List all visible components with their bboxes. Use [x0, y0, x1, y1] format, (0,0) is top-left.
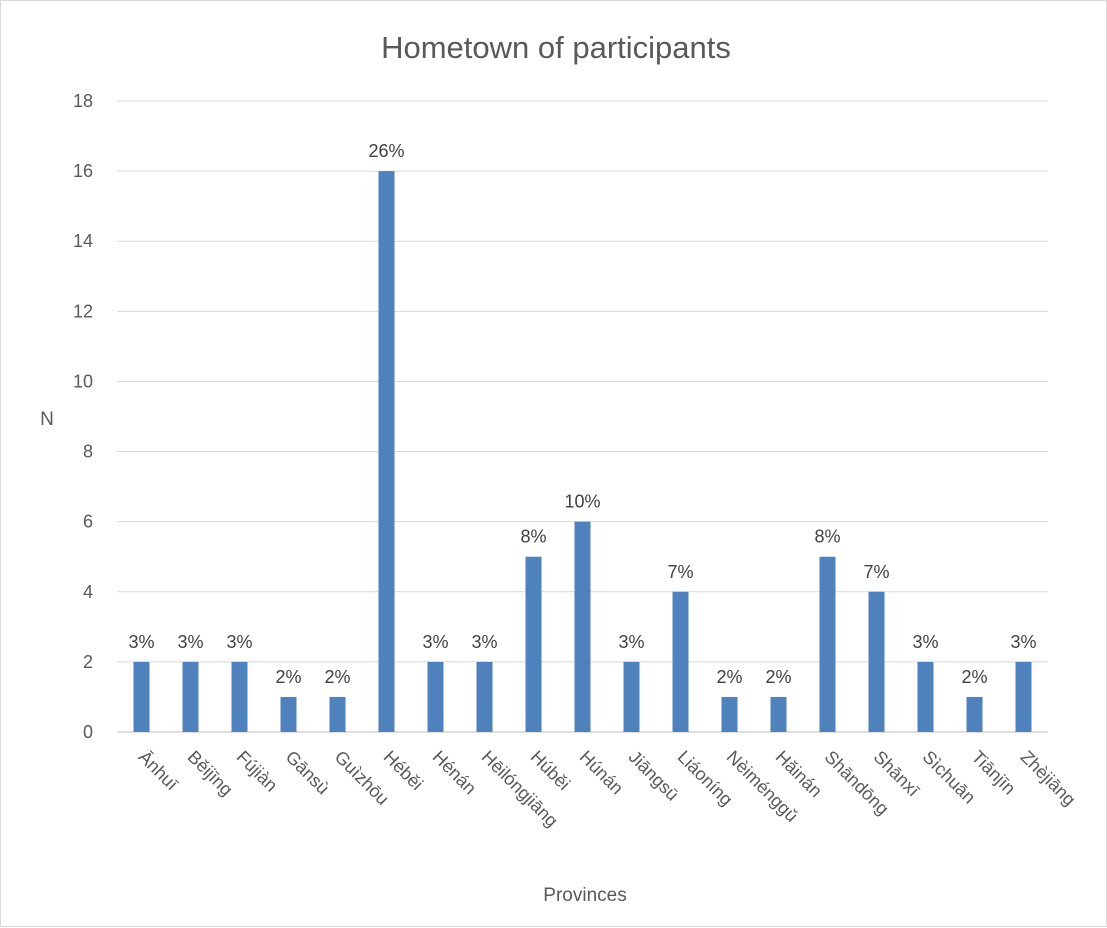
- data-label: 3%: [422, 632, 448, 652]
- gridlines: [117, 100, 1048, 733]
- bar: [231, 661, 248, 732]
- y-tick-label: 6: [83, 512, 93, 532]
- bar: [329, 696, 346, 732]
- bar: [280, 696, 297, 732]
- data-label: 7%: [667, 562, 693, 582]
- x-axis-title: Provinces: [543, 885, 626, 906]
- bar: [182, 661, 199, 732]
- y-tick-label: 8: [83, 442, 93, 462]
- y-tick-label: 12: [73, 301, 93, 321]
- bar: [770, 696, 787, 732]
- x-tick-label: Sìchuān: [919, 747, 980, 808]
- x-tick-label: Ānhuī: [135, 747, 182, 794]
- y-tick-label: 0: [83, 722, 93, 742]
- bar: [427, 661, 444, 732]
- data-label: 26%: [368, 141, 404, 161]
- x-tick-label: Běijīng: [184, 747, 237, 800]
- data-label: 8%: [814, 527, 840, 547]
- data-label: 3%: [177, 632, 203, 652]
- data-label: 3%: [912, 632, 938, 652]
- bar: [525, 556, 542, 732]
- data-label: 3%: [128, 632, 154, 652]
- x-tick-label: Hénán: [429, 747, 481, 799]
- data-label: 2%: [275, 667, 301, 687]
- y-tick-label: 2: [83, 652, 93, 672]
- data-label: 2%: [765, 667, 791, 687]
- bar: [966, 696, 983, 732]
- y-axis-title: N: [40, 409, 54, 430]
- y-tick-label: 10: [73, 371, 93, 391]
- bar: [133, 661, 150, 732]
- bar: [623, 661, 640, 732]
- x-tick-label: Húběi: [527, 747, 574, 794]
- data-label: 8%: [520, 527, 546, 547]
- x-tick-label: Héběi: [380, 747, 427, 794]
- y-tick-label: 14: [73, 231, 93, 251]
- data-label: 3%: [1010, 632, 1036, 652]
- y-axis-ticks: 0 2 4 6 8 10 12 14 16 18: [73, 91, 93, 742]
- bar: [1015, 661, 1032, 732]
- data-label: 2%: [324, 667, 350, 687]
- bar: [378, 171, 395, 733]
- data-label: 3%: [618, 632, 644, 652]
- data-label: 3%: [471, 632, 497, 652]
- x-tick-label: Zhèjiāng: [1017, 747, 1080, 810]
- data-label: 2%: [961, 667, 987, 687]
- bar: [574, 521, 591, 732]
- y-tick-label: 18: [73, 91, 93, 111]
- data-label: 7%: [863, 562, 889, 582]
- data-label: 3%: [226, 632, 252, 652]
- bars: [133, 171, 1032, 733]
- bar: [917, 661, 934, 732]
- x-tick-label: Gānsù: [282, 747, 334, 799]
- bar: [672, 591, 689, 732]
- y-tick-label: 16: [73, 161, 93, 181]
- bar: [868, 591, 885, 732]
- y-tick-label: 4: [83, 582, 93, 602]
- bar: [819, 556, 836, 732]
- bar: [721, 696, 738, 732]
- x-tick-label: Fújiàn: [233, 747, 282, 796]
- x-tick-label: Húnán: [576, 747, 628, 799]
- bar: [476, 661, 493, 732]
- chart-title: Hometown of participants: [381, 30, 731, 65]
- data-label: 2%: [716, 667, 742, 687]
- data-label: 10%: [564, 492, 600, 512]
- data-labels: 3% 3% 3% 2% 2% 26% 3% 3% 8% 10% 3% 7% 2% 2% 8% 7% 3% 2% 3%: [128, 141, 1036, 687]
- x-tick-label: Jiāngsū: [625, 747, 683, 805]
